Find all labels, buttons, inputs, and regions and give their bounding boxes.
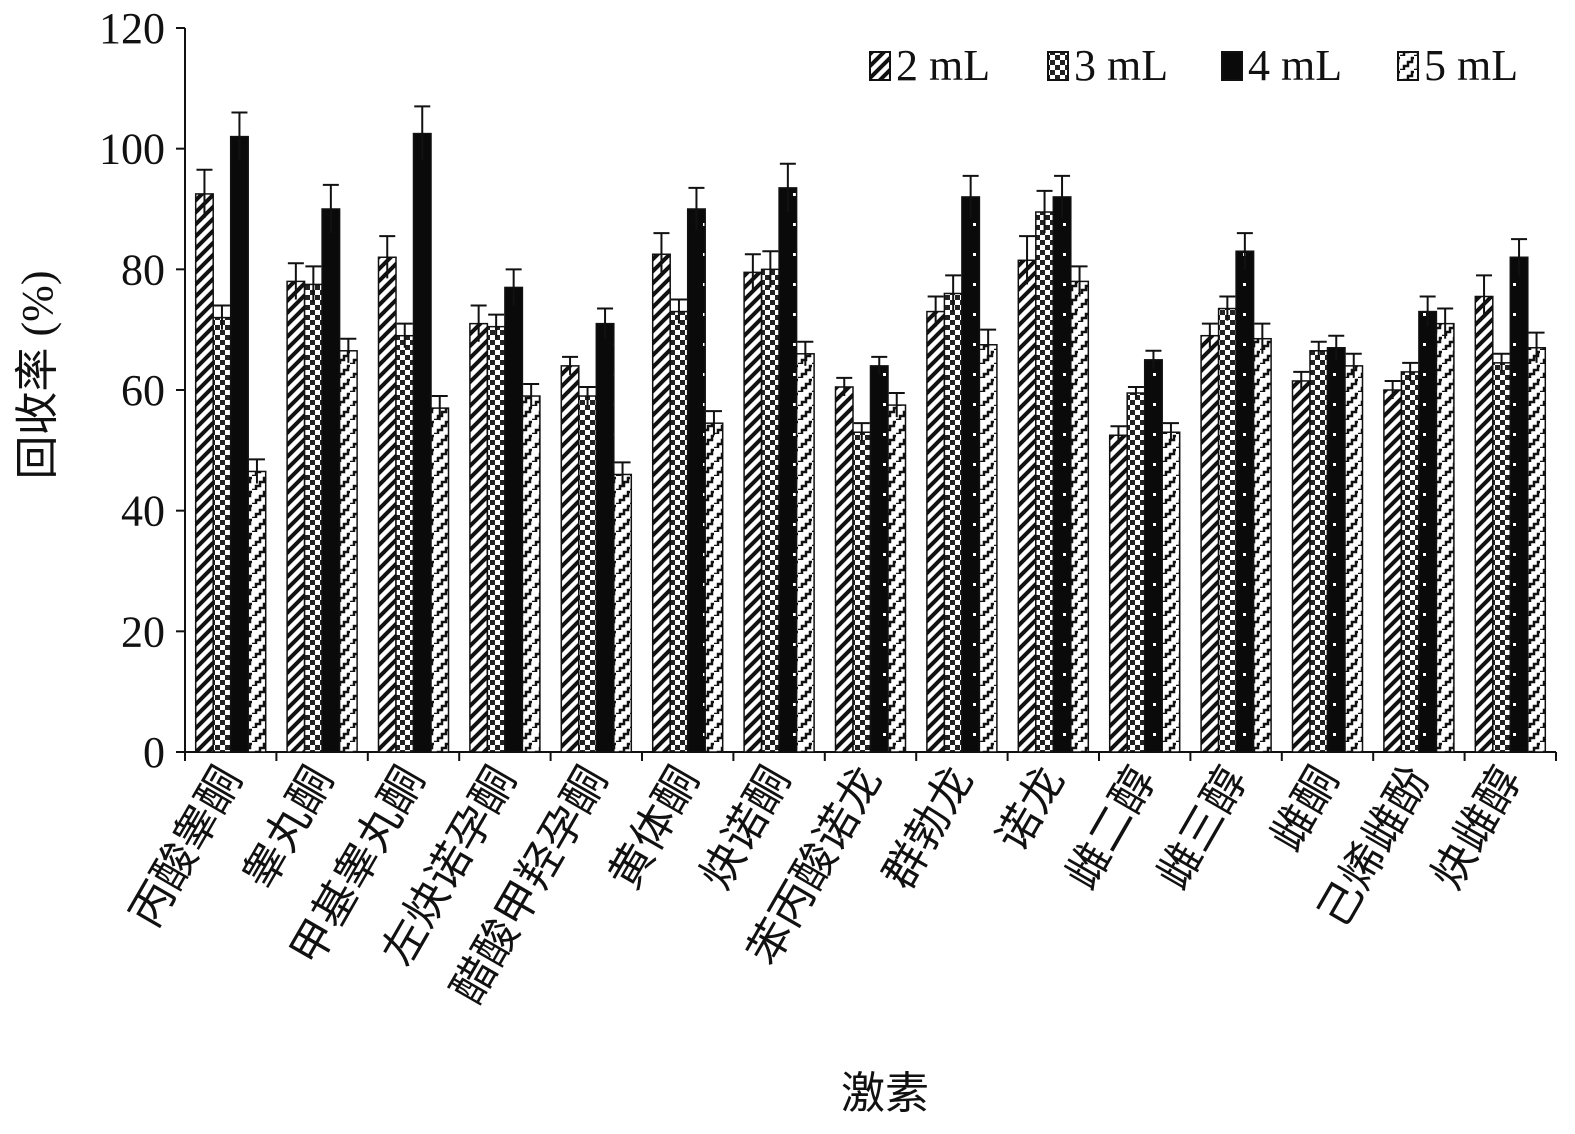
bar-4ml (595, 322, 615, 753)
y-axis-title: 回收率 (%) (13, 271, 62, 480)
bar-5ml (247, 470, 267, 753)
bar-2ml (1291, 380, 1311, 753)
bar-5ml (430, 407, 450, 753)
y-tick-label: 100 (99, 125, 165, 174)
bar-5ml (613, 473, 633, 753)
bar-4ml (1418, 310, 1438, 753)
bar-3ml (1309, 350, 1329, 753)
x-tick-label: 雌三醇 (1148, 759, 1256, 898)
bar-2ml (651, 253, 671, 753)
bar-2ml (1200, 334, 1220, 753)
bar-5ml (1344, 365, 1364, 753)
bar-4ml (1052, 196, 1072, 753)
y-tick-label: 80 (121, 245, 165, 294)
plot-area: 020406080100120丙酸睾酮睾丸酮甲基睾丸酮左炔诺孕酮醋酸甲羟孕酮黄体… (99, 4, 1557, 1012)
bar-3ml (852, 431, 872, 753)
legend-swatch (869, 51, 891, 81)
bar-5ml (1252, 337, 1272, 753)
bar-3ml (486, 325, 506, 753)
bar-5ml (1527, 347, 1547, 753)
legend-swatch (1397, 51, 1419, 81)
bar-4ml (1509, 256, 1529, 753)
bar-5ml (978, 344, 998, 753)
bar-2ml (926, 310, 946, 753)
bar-4ml (412, 132, 432, 753)
x-tick-label: 诺龙 (988, 759, 1074, 860)
bar-5ml (1070, 280, 1090, 753)
legend-label: 5 mL (1424, 41, 1518, 90)
bar-4ml (321, 208, 341, 753)
bar-5ml (704, 422, 724, 753)
bar-4ml (686, 208, 706, 753)
y-tick-label: 20 (121, 607, 165, 656)
legend: 2 mL 3 mL 4 mL 5 mL (869, 41, 1518, 90)
bar-5ml (795, 353, 815, 753)
bar-2ml (1474, 295, 1494, 753)
bar-3ml (212, 316, 232, 753)
bar-2ml (286, 280, 306, 753)
y-tick-label: 40 (121, 487, 165, 536)
bar-2ml (1017, 259, 1037, 753)
bar-5ml (338, 350, 358, 753)
bar-5ml (521, 395, 541, 753)
x-tick-label: 丙酸睾酮 (121, 759, 251, 936)
bar-4ml (504, 286, 524, 753)
bar-2ml (1108, 434, 1128, 753)
bar-2ml (469, 322, 489, 753)
bar-3ml (1217, 307, 1237, 753)
y-tick-label: 60 (121, 366, 165, 415)
bar-4ml (869, 365, 889, 753)
bar-3ml (578, 395, 598, 753)
bar-4ml (1235, 250, 1255, 753)
bar-3ml (1035, 211, 1055, 753)
bar-5ml (887, 404, 907, 753)
bar-2ml (834, 386, 854, 753)
bar-4ml (961, 196, 981, 753)
x-tick-label: 雌二醇 (1057, 759, 1165, 898)
bar-3ml (1400, 371, 1420, 753)
bar-3ml (1126, 392, 1146, 753)
bar-5ml (1435, 322, 1455, 753)
bar-3ml (669, 310, 689, 753)
x-tick-label: 黄体酮 (600, 759, 708, 898)
bar-3ml (1492, 362, 1512, 753)
bar-2ml (743, 271, 763, 753)
bar-4ml (1143, 359, 1163, 753)
bar-3ml (395, 334, 415, 753)
bar-3ml (943, 292, 963, 753)
bar-2ml (560, 365, 580, 753)
bar-2ml (1383, 389, 1403, 753)
x-tick-label: 群勃龙 (874, 759, 982, 898)
bar-4ml (778, 187, 798, 753)
legend-label: 3 mL (1074, 41, 1168, 90)
bar-3ml (303, 283, 323, 753)
legend-swatch (1047, 51, 1069, 81)
legend-label: 4 mL (1248, 41, 1342, 90)
bar-4ml (229, 135, 249, 753)
bar-3ml (760, 268, 780, 753)
bar-4ml (1326, 347, 1346, 753)
x-axis-title: 激素 (841, 1069, 929, 1118)
y-tick-label: 0 (143, 728, 165, 777)
x-tick-label: 雌酮 (1262, 759, 1348, 860)
y-tick-label: 120 (99, 4, 165, 53)
x-tick-label: 炔雌醇 (1423, 759, 1531, 898)
legend-swatch (1221, 51, 1243, 81)
bar-2ml (194, 193, 214, 753)
bar-5ml (1161, 431, 1181, 753)
bar-2ml (377, 256, 397, 753)
legend-label: 2 mL (896, 41, 990, 90)
